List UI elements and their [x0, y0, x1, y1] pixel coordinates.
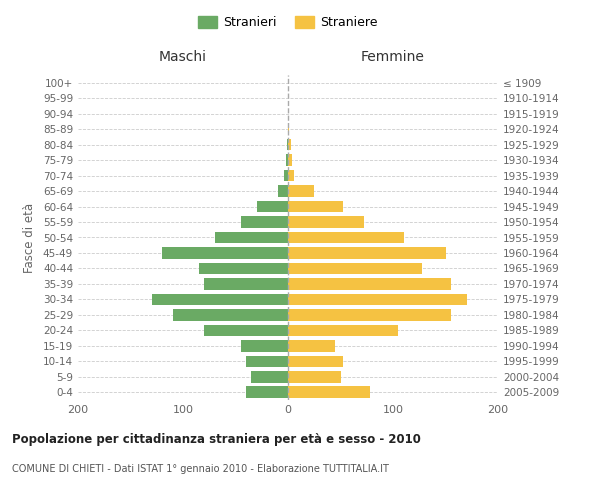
Bar: [162, 247, 288, 259]
Bar: [204, 278, 288, 289]
Bar: [288, 232, 404, 243]
Bar: [288, 154, 292, 166]
Bar: [286, 154, 288, 166]
Bar: [215, 232, 288, 243]
Bar: [288, 186, 314, 197]
Bar: [288, 216, 364, 228]
Bar: [288, 139, 291, 150]
Bar: [288, 356, 343, 367]
Bar: [151, 294, 288, 305]
Text: COMUNE DI CHIETI - Dati ISTAT 1° gennaio 2010 - Elaborazione TUTTITALIA.IT: COMUNE DI CHIETI - Dati ISTAT 1° gennaio…: [12, 464, 389, 474]
Bar: [246, 356, 288, 367]
Bar: [288, 340, 335, 351]
Bar: [241, 216, 288, 228]
Bar: [251, 371, 288, 382]
Bar: [288, 386, 370, 398]
Bar: [257, 200, 288, 212]
Bar: [288, 262, 422, 274]
Bar: [277, 186, 288, 197]
Bar: [287, 139, 288, 150]
Y-axis label: Fasce di età: Fasce di età: [23, 202, 36, 272]
Bar: [288, 371, 341, 382]
Bar: [288, 200, 343, 212]
Bar: [199, 262, 288, 274]
Text: Femmine: Femmine: [361, 50, 425, 64]
Bar: [288, 309, 451, 320]
Bar: [288, 278, 451, 289]
Bar: [246, 386, 288, 398]
Legend: Stranieri, Straniere: Stranieri, Straniere: [193, 11, 383, 34]
Bar: [173, 309, 288, 320]
Bar: [288, 170, 295, 181]
Text: Popolazione per cittadinanza straniera per età e sesso - 2010: Popolazione per cittadinanza straniera p…: [12, 432, 421, 446]
Bar: [288, 124, 289, 135]
Bar: [288, 294, 467, 305]
Bar: [288, 247, 445, 259]
Bar: [241, 340, 288, 351]
Bar: [288, 324, 398, 336]
Bar: [204, 324, 288, 336]
Text: Maschi: Maschi: [159, 50, 207, 64]
Bar: [284, 170, 288, 181]
